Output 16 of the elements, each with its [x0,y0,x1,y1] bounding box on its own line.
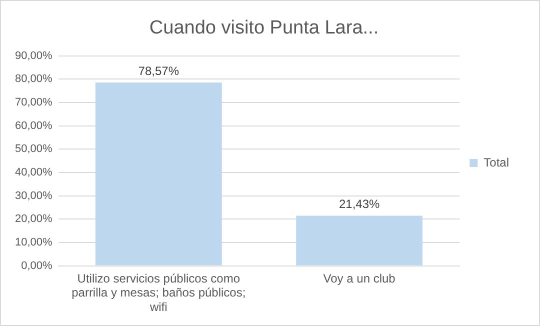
chart-title: Cuando visito Punta Lara... [149,18,379,39]
y-tick-label: 30,00% [14,190,53,202]
y-tick-label: 80,00% [14,73,53,86]
y-tick-label: 40,00% [14,166,53,178]
data-label: 78,57% [138,64,180,78]
data-label: 21,43% [338,197,380,212]
y-tick-label: 10,00% [14,236,53,248]
y-tick-label: 70,00% [14,96,53,108]
x-tick-label: Voy a un club [323,271,396,286]
x-tick-label: Utilizo servicios públicos como parrilla y mesas; baños públicos; wifi [72,271,246,314]
y-tick-label: 60,00% [14,120,53,132]
y-tick-label: 20,00% [14,213,53,226]
y-tick-label: 0,00% [21,260,53,272]
legend-label: Total [484,155,510,170]
y-tick-label: 90,00% [14,50,53,62]
y-tick-label: 50,00% [14,143,53,156]
